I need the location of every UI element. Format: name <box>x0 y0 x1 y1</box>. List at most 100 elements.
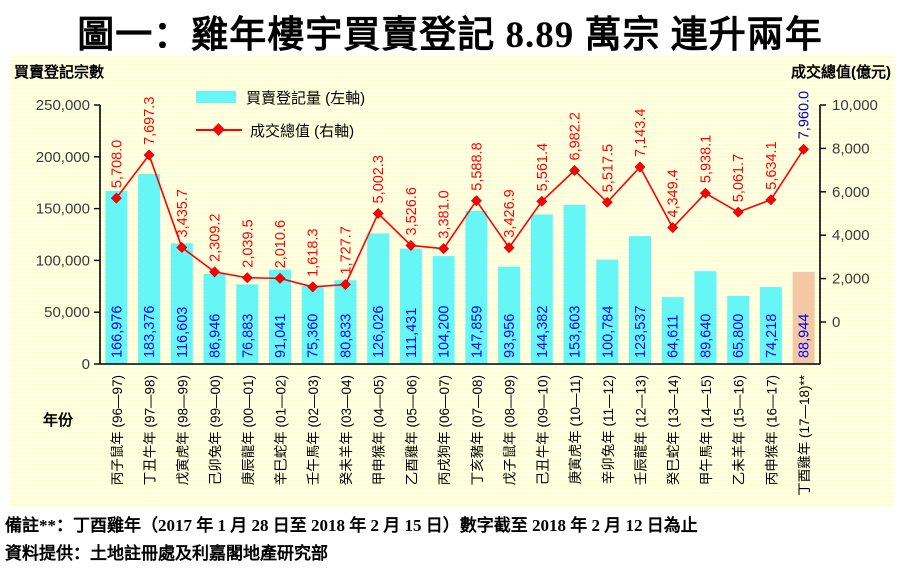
bar <box>138 174 161 364</box>
right-tick-label: 10,000 <box>832 97 878 114</box>
category-label: 癸未羊年 (03—04) <box>339 375 354 485</box>
line-value-label: 5,561.4 <box>535 143 551 191</box>
diamond-marker-icon <box>143 149 155 161</box>
line-value-label: 2,010.6 <box>273 220 289 268</box>
diamond-marker-icon <box>634 161 646 173</box>
category-label: 乙未羊年 (15—16) <box>732 375 747 485</box>
footnotes: 備註**：丁酉雞年（2017 年 1 月 28 日至 2018 年 2 月 15… <box>5 512 895 568</box>
line-series-label: 成交總值 (右軸) <box>250 122 355 140</box>
category-label: 甲午馬年 (14—15) <box>699 375 714 485</box>
bar-value-label: 75,360 <box>306 314 322 358</box>
line-value-label: 2,309.2 <box>208 213 224 261</box>
right-tick-label: 8,000 <box>832 140 870 157</box>
category-label: 己丑牛年 (09—10) <box>535 375 550 485</box>
x-axis-title: 年份 <box>43 412 74 429</box>
category-label: 丙子鼠年 (96—97) <box>110 375 125 485</box>
bar <box>596 259 619 364</box>
bar-value-label: 65,800 <box>731 314 747 358</box>
category-label: 丁丑牛年 (97—98) <box>143 375 158 485</box>
line-value-label: 1,727.7 <box>338 226 354 274</box>
diamond-marker-icon <box>732 206 744 218</box>
right-tick-label: 6,000 <box>832 184 870 201</box>
category-label: 壬午馬年 (02—03) <box>306 375 321 485</box>
bar-value-label: 147,859 <box>469 306 485 358</box>
diamond-marker-icon <box>470 195 482 207</box>
footnote-source: 資料提供：土地註冊處及利嘉閣地產研究部 <box>5 544 328 563</box>
category-label: 甲申猴年 (04—05) <box>372 375 387 485</box>
line-series <box>115 148 805 288</box>
line-value-label: 7,697.3 <box>142 97 158 145</box>
right-tick-label: 2,000 <box>832 271 870 288</box>
category-label: 丙申猴年 (16—17) <box>764 375 779 485</box>
bar-value-label: 88,944 <box>797 314 813 358</box>
line-value-label: 5,708.0 <box>109 140 125 188</box>
line-value-label: 3,381.0 <box>437 190 453 238</box>
diamond-marker-icon <box>438 243 450 255</box>
category-label: 乙酉雞年 (05—06) <box>404 375 419 485</box>
footnote-remark: 備註**：丁酉雞年（2017 年 1 月 28 日至 2018 年 2 月 15… <box>5 516 698 535</box>
bar-value-label: 86,946 <box>208 314 224 358</box>
bar-value-label: 76,883 <box>240 314 256 358</box>
diamond-marker-icon <box>274 272 286 284</box>
line-series-marker-icon <box>196 123 242 136</box>
bar <box>530 214 553 364</box>
category-label: 己卯兔年 (99—00) <box>208 375 223 485</box>
bar-value-label: 74,218 <box>764 314 780 358</box>
bar-value-label: 93,956 <box>502 314 518 358</box>
diamond-marker-icon <box>503 242 515 254</box>
bar <box>727 295 750 364</box>
line-value-label: 5,588.8 <box>469 142 485 190</box>
category-label: 戊子鼠年 (08—09) <box>503 375 518 485</box>
bar <box>759 287 782 364</box>
diamond-marker-icon <box>372 207 384 220</box>
diamond-marker-icon <box>568 164 581 177</box>
category-label: 丙戌狗年 (06—07) <box>437 375 452 485</box>
bar <box>203 273 226 364</box>
left-tick-label: 200,000 <box>36 149 90 166</box>
bar-value-label: 144,382 <box>535 306 551 358</box>
bar-value-label: 89,640 <box>698 314 714 358</box>
line-value-label: 5,061.7 <box>731 154 747 202</box>
line-value-label: 7,960.0 <box>797 91 813 139</box>
diamond-marker-icon <box>536 195 548 207</box>
bar <box>301 285 324 364</box>
left-tick-label: 250,000 <box>36 97 90 114</box>
diamond-marker-icon <box>699 187 712 199</box>
category-label: 癸巳蛇年 (13—14) <box>666 375 681 485</box>
bar-series-label: 買賣登記量 (左軸) <box>246 89 366 107</box>
bar <box>661 297 684 364</box>
category-label: 丁酉雞年 (17—18)** <box>797 374 812 496</box>
bar <box>629 236 651 364</box>
diamond-marker-icon <box>176 241 188 253</box>
diamond-marker-icon <box>667 222 679 234</box>
line-value-label: 5,634.1 <box>764 141 780 189</box>
bar-value-label: 166,976 <box>109 306 125 358</box>
diamond-marker-icon <box>110 192 122 204</box>
line-value-label: 1,618.3 <box>306 228 322 276</box>
category-label: 辛巳蛇年 (01—02) <box>274 375 289 485</box>
combo-chart: 250,000 200,000 150,000 100,000 50,000 0 10,00… <box>36 91 878 496</box>
right-axis-title: 成交總值(億元) <box>791 64 891 81</box>
line-value-label: 6,982.2 <box>568 112 584 160</box>
diamond-marker-icon <box>601 196 613 208</box>
bar <box>792 271 815 364</box>
bar-value-label: 183,376 <box>142 306 158 358</box>
left-tick-label: 0 <box>82 356 90 373</box>
line-value-label: 2,039.5 <box>240 219 256 267</box>
chart-legend: 買賣登記量 (左軸) 成交總值 (右軸) <box>196 87 365 153</box>
diamond-marker-icon <box>765 194 777 206</box>
category-label: 丁亥豬年 (07—08) <box>470 375 485 485</box>
legend-row-bar: 買賣登記量 (左軸) <box>196 87 365 107</box>
line-value-label: 3,435.7 <box>175 189 191 237</box>
diamond-marker-icon <box>405 239 417 252</box>
left-axis-title: 買賣登記宗數 <box>14 64 105 81</box>
right-tick-label: 4,000 <box>832 227 870 244</box>
bar <box>432 256 455 364</box>
bar <box>498 266 521 364</box>
left-tick-label: 150,000 <box>36 201 90 218</box>
line-value-label: 4,349.4 <box>666 169 682 217</box>
bar <box>170 243 193 364</box>
diamond-marker-icon <box>208 266 221 278</box>
line-value-label: 3,526.6 <box>404 187 420 235</box>
bar <box>334 280 357 364</box>
